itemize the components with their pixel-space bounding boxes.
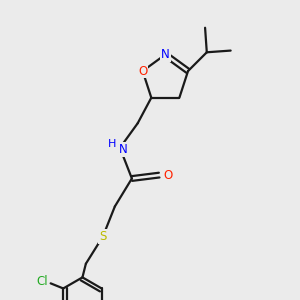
Text: Cl: Cl xyxy=(36,275,48,288)
Text: S: S xyxy=(99,230,106,243)
Text: N: N xyxy=(161,48,170,61)
Text: H: H xyxy=(108,139,117,149)
Text: O: O xyxy=(138,64,147,77)
Text: N: N xyxy=(119,143,128,156)
Text: O: O xyxy=(163,169,172,182)
